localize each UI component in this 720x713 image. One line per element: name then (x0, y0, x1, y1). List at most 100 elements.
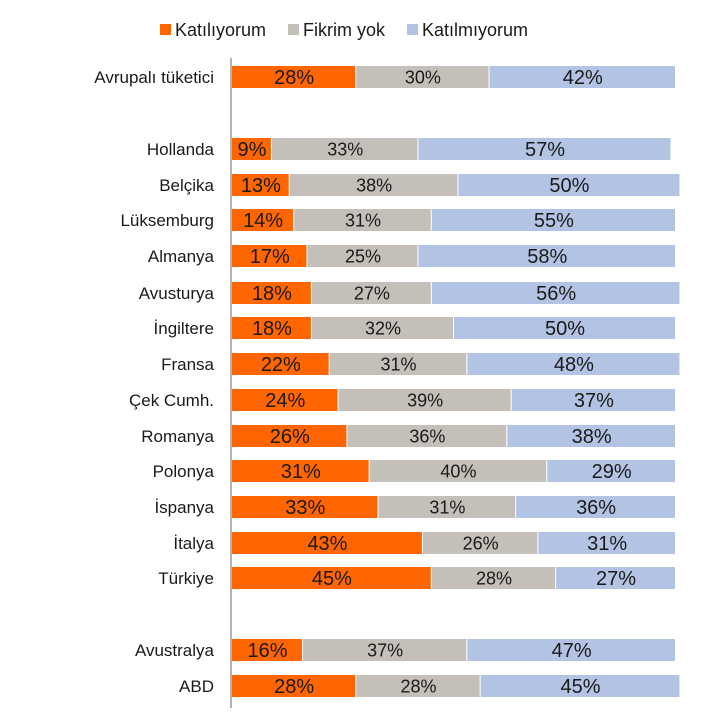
bar-segment-fikrim-yok (311, 317, 454, 339)
category-label: Hollanda (147, 140, 215, 159)
data-label: 26% (270, 426, 310, 448)
category-label: Avustralya (135, 641, 215, 660)
bar-segment-fikrim-yok (289, 174, 459, 196)
data-label: 28% (476, 568, 512, 588)
data-label: 45% (561, 676, 601, 698)
bar-segment-fikrim-yok (356, 675, 481, 697)
data-label: 58% (527, 246, 567, 268)
data-label: 48% (554, 354, 594, 376)
bar-segment-fikrim-yok (369, 460, 548, 482)
data-label: 31% (380, 354, 416, 374)
data-label: 14% (243, 210, 283, 232)
bar-segment-katilmiyorum (480, 675, 681, 697)
data-label: 37% (367, 640, 403, 660)
bar-segment-katilmiyorum (418, 138, 672, 160)
bar-segment-fikrim-yok (356, 66, 490, 88)
bar-segment-katiliyorum (232, 353, 330, 375)
bar-segment-katiliyorum (232, 245, 308, 267)
bar-segment-katiliyorum (232, 174, 290, 196)
bar-segment-katiliyorum (232, 675, 357, 697)
bar-segment-katiliyorum (232, 496, 379, 518)
data-label: 50% (545, 318, 585, 340)
category-label: Türkiye (158, 569, 214, 588)
bar-segment-katilmiyorum (538, 532, 676, 554)
bar-segment-fikrim-yok (294, 209, 432, 231)
category-label: Avrupalı tüketici (94, 68, 214, 87)
bar-segment-fikrim-yok (329, 353, 468, 375)
bar-segment-fikrim-yok (338, 389, 512, 411)
bar-segment-katiliyorum (232, 389, 339, 411)
data-label: 24% (265, 390, 305, 412)
data-label: 28% (274, 67, 314, 89)
data-label: 30% (405, 67, 441, 87)
legend-swatch-katiliyorum (160, 24, 171, 35)
data-label: 26% (463, 533, 499, 553)
bar-segment-fikrim-yok (303, 639, 468, 661)
data-label: 16% (248, 640, 288, 662)
bar-segment-katiliyorum (232, 532, 423, 554)
category-label: ABD (179, 677, 214, 696)
data-label: 29% (592, 461, 632, 483)
data-label: 38% (572, 426, 612, 448)
category-label: Lüksemburg (120, 211, 214, 230)
legend-label-fikrim-yok: Fikrim yok (303, 20, 386, 40)
bar-segment-katiliyorum (232, 425, 348, 447)
category-label: İspanya (154, 498, 214, 517)
data-label: 31% (281, 461, 321, 483)
data-label: 39% (407, 390, 443, 410)
bar-segment-fikrim-yok (347, 425, 508, 447)
category-label: Polonya (153, 462, 215, 481)
bar-segment-katilmiyorum (516, 496, 676, 518)
data-label: 42% (563, 67, 603, 89)
data-label: 37% (574, 390, 614, 412)
data-label: 56% (536, 283, 576, 305)
data-label: 27% (354, 283, 390, 303)
data-label: 32% (365, 318, 401, 338)
category-label: İtalya (173, 534, 214, 553)
bar-segment-katilmiyorum (547, 460, 676, 482)
category-label: Romanya (141, 427, 214, 446)
data-label: 33% (327, 139, 363, 159)
bar-segment-katiliyorum (232, 567, 432, 589)
category-label: Almanya (148, 247, 215, 266)
bar-segment-katilmiyorum (431, 209, 676, 231)
legend: Katılıyorum Fikrim yok Katılmıyorum (160, 20, 528, 40)
category-label: Fransa (161, 355, 214, 374)
data-label: 36% (576, 497, 616, 519)
data-label: 38% (356, 175, 392, 195)
bars-group: 28% 30% 42% 9% 33% 57% 13% 38% 50% 14% 31% 55% 17% 25… (232, 66, 682, 698)
category-labels: Avrupalı tüketici Hollanda Belçika Lüksembu… (94, 68, 214, 696)
bar-segment-katilmiyorum (431, 282, 681, 304)
data-label: 36% (409, 426, 445, 446)
bar-segment-katiliyorum (232, 460, 370, 482)
bar-segment-fikrim-yok (311, 282, 432, 304)
data-label: 45% (312, 568, 352, 590)
legend-label-katilmiyorum: Katılmıyorum (422, 20, 528, 40)
data-label: 31% (345, 210, 381, 230)
category-label: Belçika (159, 176, 214, 195)
data-label: 43% (307, 533, 347, 555)
data-label: 17% (250, 246, 290, 268)
bar-segment-katilmiyorum (556, 567, 676, 589)
data-label: 25% (345, 246, 381, 266)
bar-segment-fikrim-yok (422, 532, 539, 554)
category-label: Çek Cumh. (129, 391, 214, 410)
data-label: 9% (238, 139, 267, 161)
data-label: 57% (525, 139, 565, 161)
bar-segment-katiliyorum (232, 66, 357, 88)
data-label: 40% (440, 461, 476, 481)
data-label: 18% (252, 318, 292, 340)
bar-segment-fikrim-yok (431, 567, 557, 589)
data-label: 18% (252, 283, 292, 305)
data-label: 28% (274, 676, 314, 698)
data-label: 28% (400, 676, 436, 696)
category-label: İngiltere (154, 319, 214, 338)
legend-label-katiliyorum: Katılıyorum (175, 20, 266, 40)
bar-segment-fikrim-yok (378, 496, 517, 518)
bar-segment-katilmiyorum (511, 389, 676, 411)
legend-swatch-fikrim-yok (288, 24, 300, 35)
data-label: 50% (549, 175, 589, 197)
data-label: 55% (534, 210, 574, 232)
bar-segment-katilmiyorum (467, 353, 681, 375)
